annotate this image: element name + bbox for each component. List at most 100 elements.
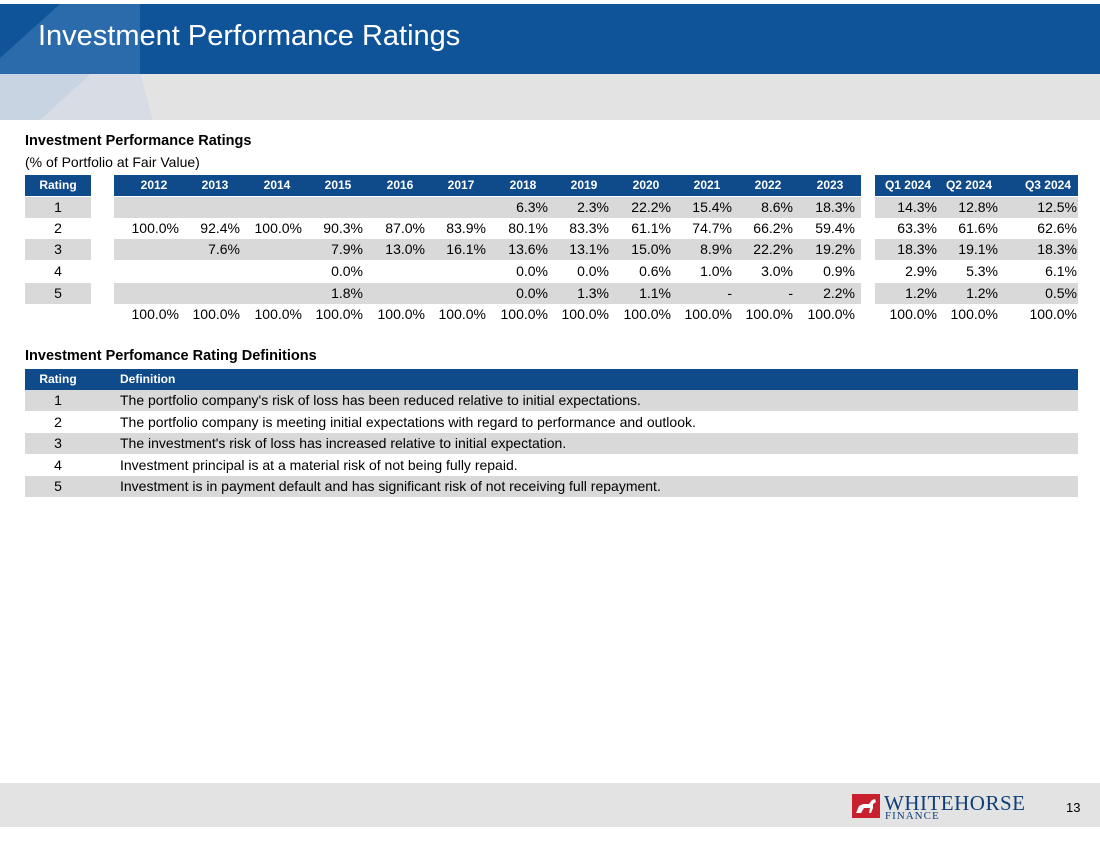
quarter-value: 12.8% [958,199,998,215]
table-row: 4 Investment principal is at a material r… [25,455,1078,476]
year-value [119,197,179,218]
definition-text: The portfolio company's risk of loss has… [120,392,641,408]
total-value: 100.0% [377,306,425,322]
table-row: 5 1.8% 0.0% 1.3% 1.1% - - 2.2% 1.2% 1.2% 0.5% [25,283,1078,304]
row-band [25,283,91,304]
ratings-section-subtitle: (% of Portfolio at Fair Value) [25,154,200,170]
definitions-header-row: Rating Definition [25,369,1078,390]
year-value: 66.2% [753,220,793,236]
year-value: 3.0% [761,263,793,279]
year-value: 74.7% [692,220,732,236]
row-band [114,239,861,260]
definition-rating: 2 [54,413,62,430]
total-value: 100.0% [684,306,732,322]
definition-text: Investment principal is at a material ri… [120,456,518,473]
rating-column-header: Rating [39,372,77,386]
year-column-header: 2016 [386,178,414,192]
rating-value: 1 [54,199,62,215]
year-column-header: 2014 [263,178,291,192]
rating-value: 5 [54,285,62,301]
definition-text: The investment's risk of loss has increa… [120,435,567,451]
definition-rating: 5 [54,478,62,494]
row-band [875,197,1078,218]
year-column-header: 2018 [509,178,537,192]
table-row: 1 The portfolio company's risk of loss ha… [25,390,1078,411]
year-value [180,283,240,304]
row-band [114,175,861,196]
header-bar [0,4,1100,74]
year-value: 2.3% [577,199,609,215]
year-value: 1.8% [331,285,363,301]
row-band [25,175,91,196]
horse-logo-icon [852,794,880,818]
quarter-value: 19.1% [958,241,998,257]
logo-subname: FINANCE [885,810,940,822]
total-value: 100.0% [1029,306,1077,322]
year-value: 13.0% [385,241,425,257]
footer-bar [0,783,1100,827]
year-value [119,261,179,282]
definitions-section-title: Investment Perfomance Rating Definitions [25,348,317,364]
year-value: 7.9% [331,241,363,257]
year-value: 16.1% [446,241,486,257]
ratings-header-row: Rating 2012 2013 2014 2015 2016 2017 2018 2019 20… [25,175,1078,196]
total-value: 100.0% [438,306,486,322]
year-value [426,261,486,282]
year-value: 0.6% [639,263,671,279]
quarter-column-header: Q3 2024 [1024,178,1072,192]
quarter-column-header: Q1 2024 [884,178,932,192]
quarter-value: 12.5% [1037,199,1077,215]
year-value: 90.3% [323,220,363,236]
quarter-column-header: Q2 2024 [945,178,993,192]
year-column-header: 2022 [754,178,782,192]
year-value: 18.3% [815,199,855,215]
row-band [875,239,1078,260]
year-value: 92.4% [200,220,240,236]
year-value: 0.0% [577,263,609,279]
table-row: 2 The portfolio company is meeting initia… [25,412,1078,433]
total-value: 100.0% [950,306,998,322]
total-value: 100.0% [745,306,793,322]
year-value: 83.3% [569,220,609,236]
year-value: 100.0% [254,220,302,236]
quarter-value: 6.1% [1045,263,1077,279]
year-value: 2.2% [823,285,855,301]
year-column-header: 2015 [324,178,352,192]
year-value [365,261,425,282]
total-value: 100.0% [315,306,363,322]
total-value: 100.0% [623,306,671,322]
year-value [303,197,363,218]
table-row: 1 6.3% 2.3% 22.2% 15.4% 8.6% 18.3% 14.3% 12.8% 12… [25,197,1078,218]
row-band [114,197,861,218]
quarter-value: 5.3% [966,263,998,279]
year-value: 1.3% [577,285,609,301]
ratings-section-title: Investment Performance Ratings [25,133,252,149]
row-band [875,283,1078,304]
year-column-header: 2017 [447,178,475,192]
year-column-header: 2020 [632,178,660,192]
total-value: 100.0% [500,306,548,322]
year-value [242,239,302,260]
year-value: 61.1% [631,220,671,236]
quarter-value: 63.3% [897,220,937,236]
year-value [180,261,240,282]
table-row: 2 100.0% 92.4% 100.0% 90.3% 87.0% 83.9% 80.1% 83… [25,218,1078,239]
year-value [365,283,425,304]
quarter-value: 18.3% [1037,241,1077,257]
year-value: 0.0% [516,285,548,301]
rating-value: 3 [54,241,62,257]
year-value: 19.2% [815,241,855,257]
year-value: 0.9% [823,263,855,279]
year-value: 13.1% [569,241,609,257]
rating-value: 4 [54,263,62,279]
header-decoration-icon [0,4,152,120]
quarter-value: 1.2% [966,285,998,301]
year-value [180,197,240,218]
year-value: - [727,285,732,301]
year-column-header: 2019 [570,178,598,192]
definition-column-header: Definition [120,372,176,386]
year-value: 59.4% [815,220,855,236]
total-value: 100.0% [131,306,179,322]
row-band [25,239,91,260]
company-logo: WHITEHORSE FINANCE [852,791,1042,822]
